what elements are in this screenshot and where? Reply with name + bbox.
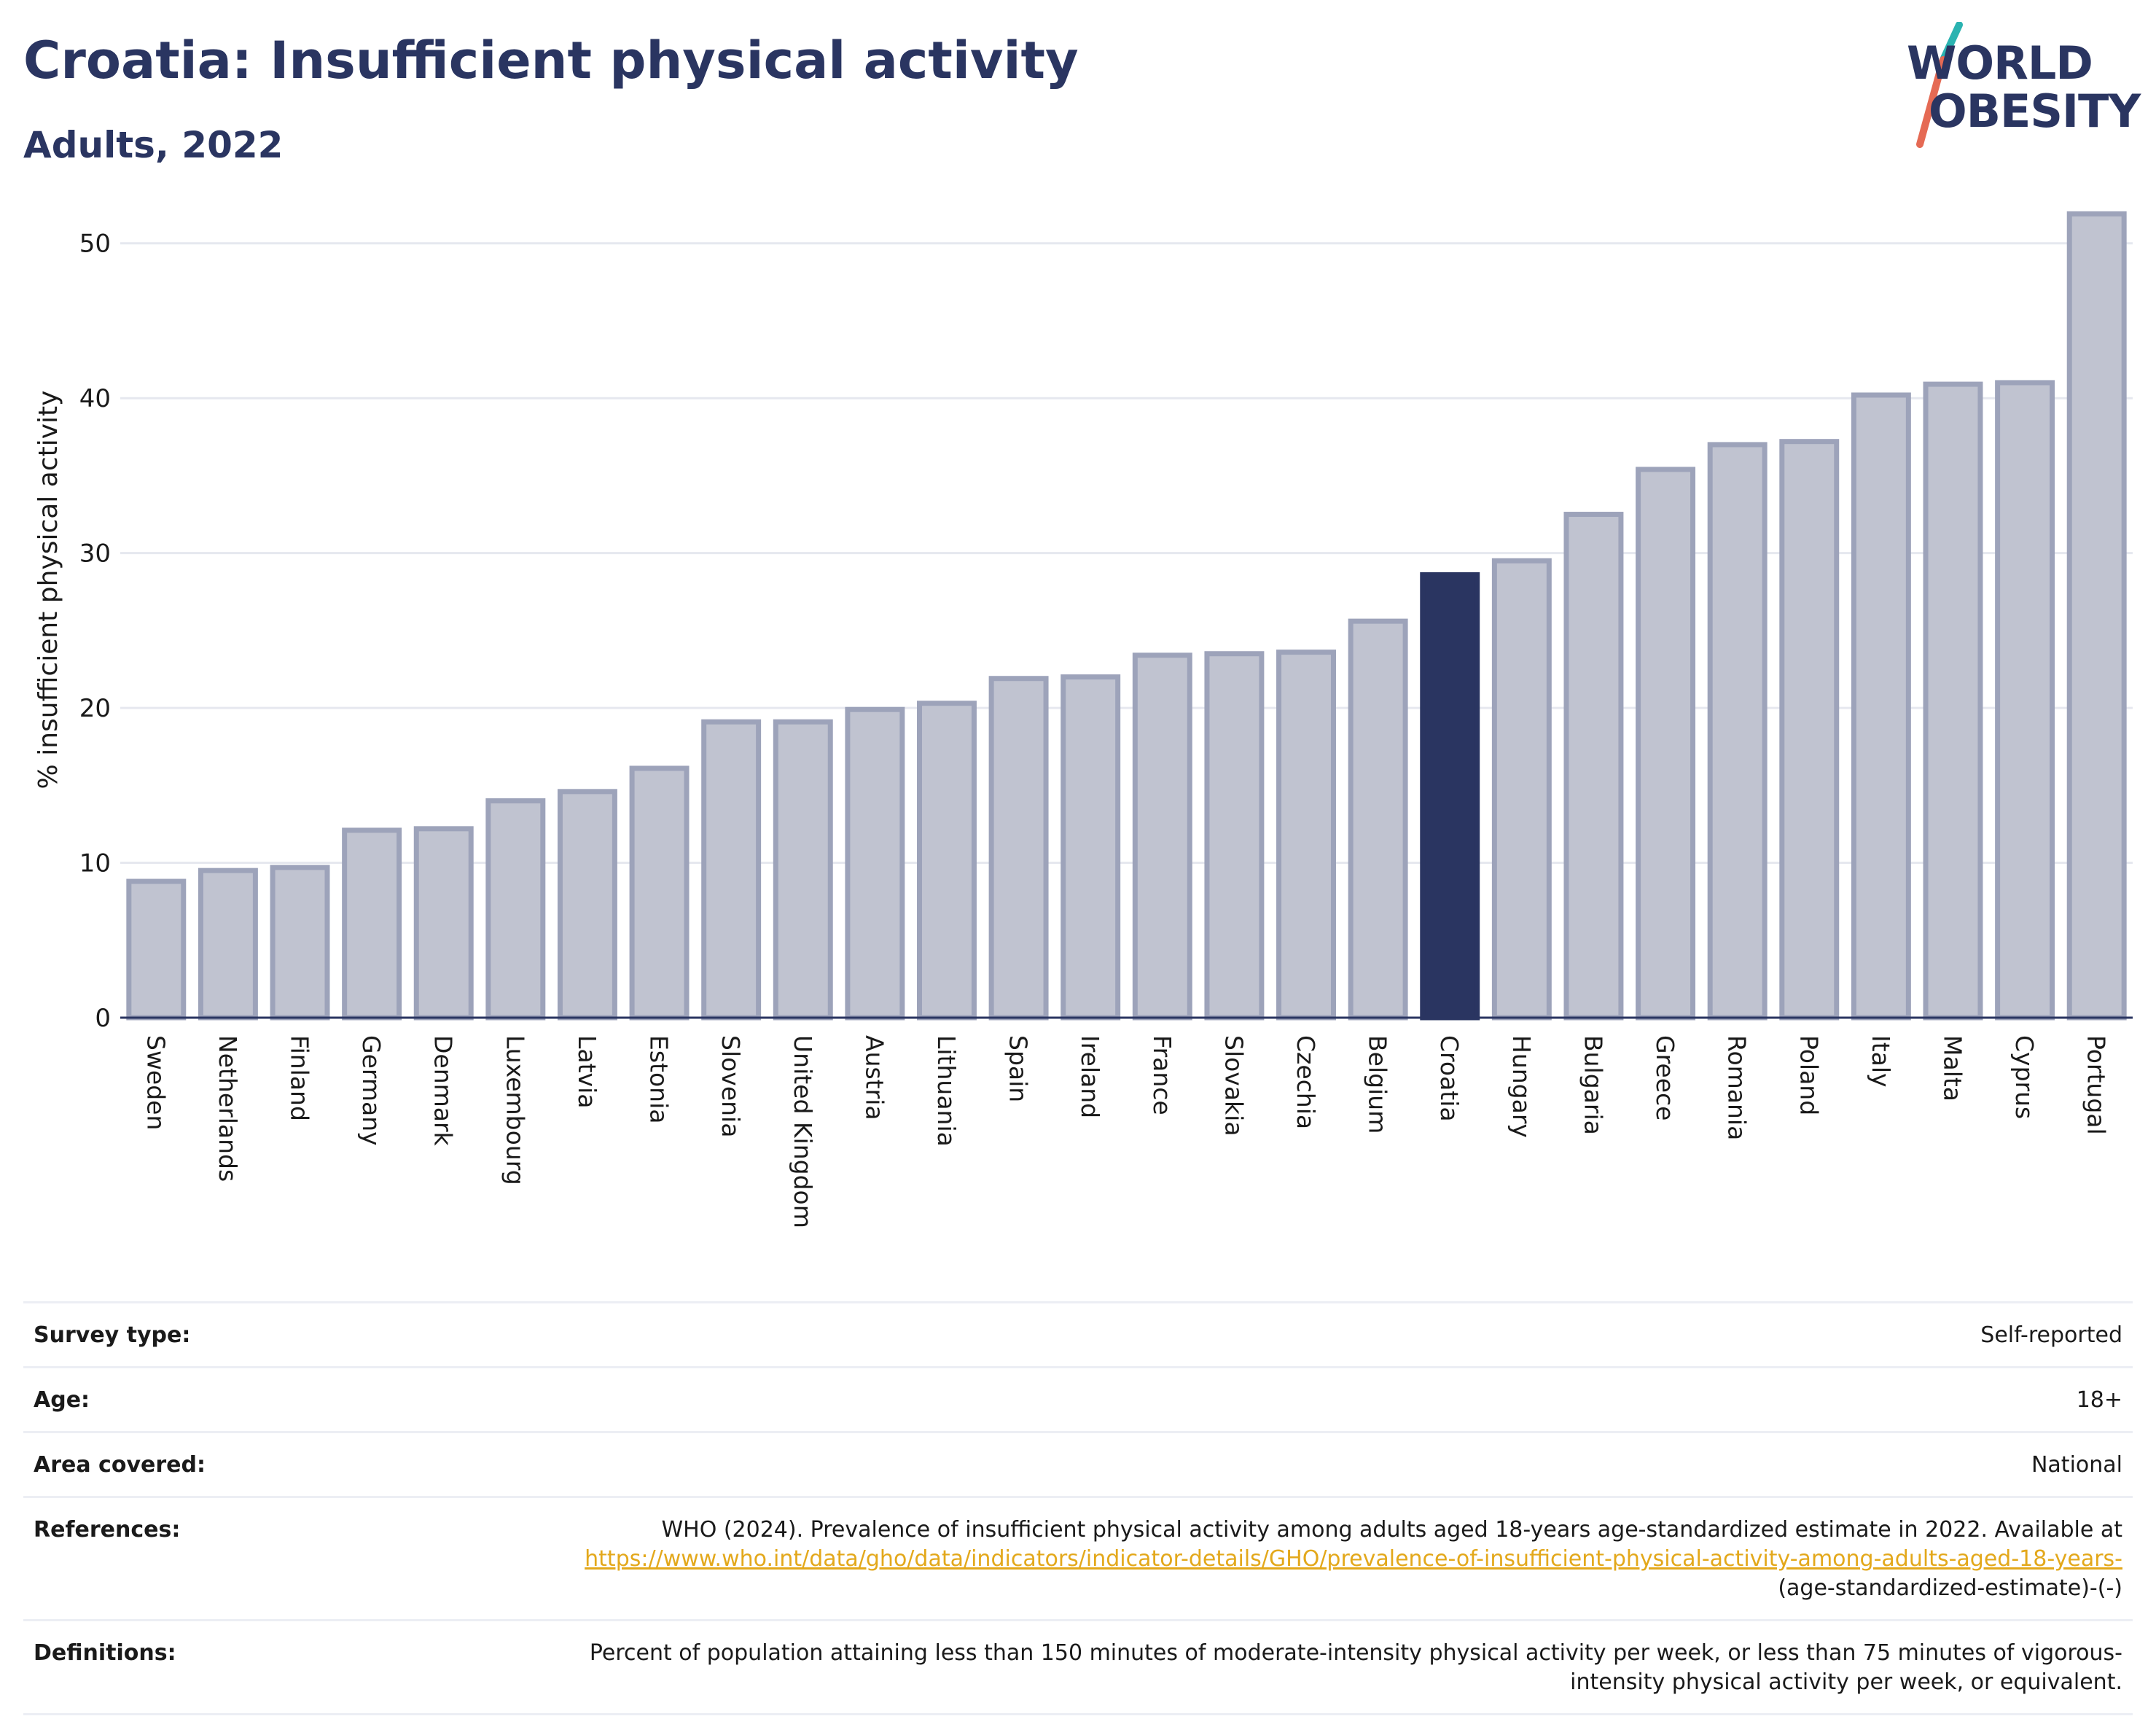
bar <box>1491 558 1552 1021</box>
bar <box>198 868 258 1021</box>
bar <box>485 798 546 1021</box>
x-tick-label: Ireland <box>1076 1035 1104 1118</box>
reference-link[interactable]: https://www.who.int/data/gho/data/indica… <box>585 1546 2122 1572</box>
metadata-row-definitions: Definitions: Percent of population attai… <box>23 1621 2133 1715</box>
y-tick-label: 50 <box>79 230 111 259</box>
bar <box>1707 442 1768 1021</box>
x-tick-label: Croatia <box>1435 1035 1464 1122</box>
metadata-label: Area covered: <box>34 1452 206 1478</box>
bar <box>629 765 690 1021</box>
x-tick-label: Slovenia <box>716 1035 745 1137</box>
x-tick-label: Portugal <box>2082 1035 2111 1135</box>
bar <box>917 701 977 1021</box>
logo-slash-icon <box>1916 22 1963 148</box>
metadata-value: WHO (2024). Prevalence of insufficient p… <box>534 1516 2122 1603</box>
metadata-row-area-covered: Area covered: National <box>23 1433 2133 1498</box>
metadata-table: Survey type: Self-reported Age: 18+ Area… <box>23 1301 2133 1715</box>
x-tick-label: Latvia <box>573 1035 601 1108</box>
bar <box>1851 392 1911 1021</box>
x-tick-label: Estonia <box>645 1035 673 1123</box>
bar <box>270 865 330 1021</box>
bar <box>413 826 474 1021</box>
x-tick-label: Belgium <box>1364 1035 1392 1134</box>
x-tick-label: Italy <box>1867 1035 1895 1088</box>
bar <box>701 719 762 1021</box>
x-tick-label: France <box>1148 1035 1176 1115</box>
x-tick-label: Hungary <box>1507 1035 1536 1138</box>
bar <box>2066 211 2127 1021</box>
world-obesity-logo: WORLD OBESITY <box>1895 22 2143 153</box>
bar-highlighted <box>1420 572 1480 1021</box>
logo-word-obesity: OBESITY <box>1929 85 2141 138</box>
bar <box>1061 674 1121 1021</box>
x-tick-label: Romania <box>1723 1035 1751 1140</box>
bar <box>1995 380 2055 1021</box>
metadata-row-references: References: WHO (2024). Prevalence of in… <box>23 1498 2133 1621</box>
x-tick-label: United Kingdom <box>789 1035 817 1228</box>
x-tick-label: Luxembourg <box>501 1035 529 1185</box>
metadata-value: National <box>2031 1452 2122 1478</box>
y-axis-label: % insufficient physical activity <box>34 391 63 789</box>
bar <box>845 706 905 1021</box>
x-tick-label: Sweden <box>141 1035 170 1130</box>
metadata-label: References: <box>34 1517 181 1543</box>
bar <box>988 676 1049 1021</box>
chart-subtitle: Adults, 2022 <box>23 124 284 166</box>
metadata-label: Age: <box>34 1387 90 1413</box>
reference-text: WHO (2024). Prevalence of insufficient p… <box>661 1517 2122 1543</box>
bar-chart: % insufficient physical activity 0 10 20 30… <box>34 211 2133 1228</box>
metadata-row-age: Age: 18+ <box>23 1368 2133 1433</box>
metadata-value: 18+ <box>2076 1387 2122 1413</box>
bar <box>1132 652 1192 1021</box>
x-tick-label: Lithuania <box>932 1035 961 1147</box>
metadata-row-survey-type: Survey type: Self-reported <box>23 1303 2133 1368</box>
bar <box>1923 381 1983 1021</box>
axes: % insufficient physical activity 0 10 20 30… <box>34 230 2133 1228</box>
logo-word-world: WORLD <box>1907 36 2093 90</box>
x-tick-label: Netherlands <box>214 1035 242 1182</box>
metadata-label: Survey type: <box>34 1322 191 1348</box>
chart-title: Croatia: Insufficient physical activity <box>23 31 1079 90</box>
bar <box>342 827 402 1021</box>
bars <box>126 211 2127 1021</box>
x-tick-label: Germany <box>357 1035 386 1146</box>
x-tick-label: Slovakia <box>1219 1035 1248 1136</box>
bar <box>1204 651 1265 1021</box>
y-tick-label: 40 <box>79 384 111 413</box>
reference-suffix: (age-standardized-estimate)-(-) <box>1778 1575 2122 1601</box>
bar <box>557 789 617 1021</box>
y-tick-label: 30 <box>79 539 111 569</box>
y-tick-label: 0 <box>95 1004 111 1033</box>
y-tick-label: 20 <box>79 694 111 723</box>
metadata-label: Definitions: <box>34 1640 176 1666</box>
x-tick-label: Poland <box>1794 1035 1823 1115</box>
x-tick-label: Greece <box>1651 1035 1679 1120</box>
x-tick-label: Spain <box>1004 1035 1033 1102</box>
x-tick-label: Austria <box>860 1035 888 1120</box>
bar <box>126 878 187 1021</box>
bar <box>1779 439 1840 1021</box>
x-tick-label: Czechia <box>1292 1035 1320 1129</box>
x-tick-label: Bulgaria <box>1579 1035 1607 1135</box>
bar <box>1636 467 1696 1021</box>
bar <box>1563 512 1624 1021</box>
bar <box>1348 618 1408 1021</box>
bar <box>1276 650 1336 1021</box>
bar <box>773 719 833 1021</box>
x-tick-label: Malta <box>1938 1035 1966 1102</box>
metadata-value: Percent of population attaining less tha… <box>589 1640 2122 1695</box>
y-tick-label: 10 <box>79 849 111 878</box>
x-tick-label: Finland <box>286 1035 314 1121</box>
metadata-value: Self-reported <box>1980 1322 2122 1348</box>
x-tick-label: Cyprus <box>2010 1035 2039 1119</box>
x-tick-label: Denmark <box>429 1035 458 1147</box>
